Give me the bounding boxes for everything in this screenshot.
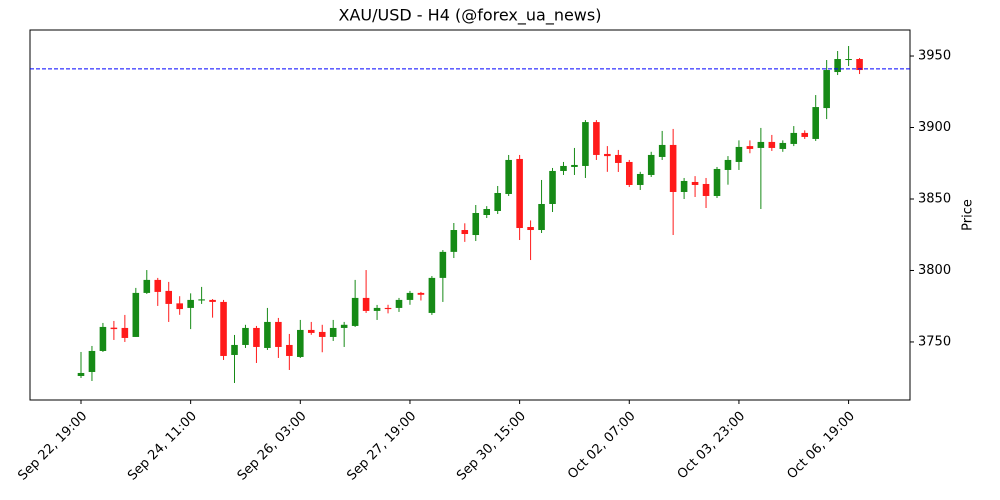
candle-body <box>516 158 523 229</box>
candle-body <box>593 122 600 155</box>
candle-body <box>625 161 633 185</box>
candle-body <box>77 372 85 376</box>
candle-body <box>856 59 863 71</box>
candle-body <box>329 327 337 337</box>
y-tick-label: 3850 <box>918 191 951 206</box>
candle-body <box>560 165 567 171</box>
y-tick-label: 3900 <box>918 120 951 135</box>
candle-body <box>812 107 819 139</box>
candle-body <box>395 299 403 308</box>
candle-body <box>615 154 622 163</box>
candle-body <box>768 141 776 148</box>
x-tick-label: Sep 22, 19:00 <box>15 409 90 484</box>
candle-body <box>549 170 556 204</box>
candle-body <box>297 329 304 357</box>
y-tick-label: 3800 <box>918 263 951 278</box>
candle-body <box>801 132 809 137</box>
candle-body <box>713 168 721 196</box>
candle-body <box>483 208 491 215</box>
candle-body <box>351 297 359 326</box>
candle-body <box>253 327 260 347</box>
candle-body <box>406 292 414 300</box>
y-tick-label: 3750 <box>918 334 951 349</box>
candle-body <box>582 122 589 166</box>
candle-body <box>340 324 348 328</box>
candle-body <box>647 154 655 175</box>
candle-body <box>702 183 710 196</box>
candle-body <box>264 321 271 348</box>
x-tick-label: Oct 06, 19:00 <box>784 409 857 482</box>
candle-body <box>757 141 765 148</box>
candle-body <box>165 290 173 304</box>
plot-frame <box>29 29 911 401</box>
x-tick-label: Oct 03, 23:00 <box>675 409 748 482</box>
candle-body <box>439 251 447 278</box>
candle-body <box>373 307 381 311</box>
candle-body <box>428 277 436 313</box>
candle-body <box>505 159 512 194</box>
candle-body <box>845 59 852 61</box>
candle-body <box>527 227 534 231</box>
candle-body <box>691 181 699 185</box>
candle-body <box>121 327 129 338</box>
y-tick-label: 3950 <box>918 49 951 64</box>
candle-body <box>790 132 798 144</box>
candle-body <box>823 70 830 109</box>
candle-body <box>450 230 458 252</box>
candle-body <box>209 299 216 302</box>
candle-body <box>472 212 480 236</box>
candle-body <box>604 153 611 157</box>
candle-body <box>571 164 578 167</box>
candle-body <box>275 321 282 347</box>
candle-body <box>187 299 194 308</box>
candle-body <box>636 173 644 185</box>
candle-body <box>538 203 545 231</box>
candle-body <box>735 146 743 162</box>
candle-body <box>99 326 107 351</box>
candle-body <box>143 279 151 293</box>
candle-body <box>286 344 293 356</box>
candle-body <box>834 59 841 73</box>
candle-body <box>362 297 370 311</box>
x-tick-label: Oct 02, 07:00 <box>565 409 638 482</box>
candle-body <box>680 180 688 192</box>
candle-body <box>154 279 162 292</box>
candle-body <box>132 292 140 337</box>
x-tick-label: Sep 26, 03:00 <box>235 409 310 484</box>
candle-body <box>746 146 754 149</box>
candle-body <box>669 144 677 192</box>
x-tick-label: Sep 27, 19:00 <box>344 409 419 484</box>
candle-body <box>231 344 238 355</box>
candle-body <box>318 331 326 337</box>
candle-body <box>88 350 96 372</box>
candle-body <box>176 303 183 310</box>
chart-title: XAU/USD - H4 (@forex_ua_news) <box>339 6 602 26</box>
candle-body <box>461 230 469 235</box>
candle-body <box>110 327 118 330</box>
x-tick-label: Sep 30, 15:00 <box>454 409 529 484</box>
candle-body <box>724 159 732 170</box>
candle-body <box>384 307 392 310</box>
x-tick-label: Sep 24, 11:00 <box>125 409 200 484</box>
candle-body <box>779 142 787 149</box>
candle-body <box>198 299 205 301</box>
candle-body <box>307 329 315 333</box>
candle-body <box>658 144 666 157</box>
candle-body <box>417 292 425 295</box>
candle-body <box>242 327 249 345</box>
y-axis-label: Price <box>961 199 976 231</box>
candle-body <box>494 192 501 211</box>
candle-body <box>220 301 227 356</box>
